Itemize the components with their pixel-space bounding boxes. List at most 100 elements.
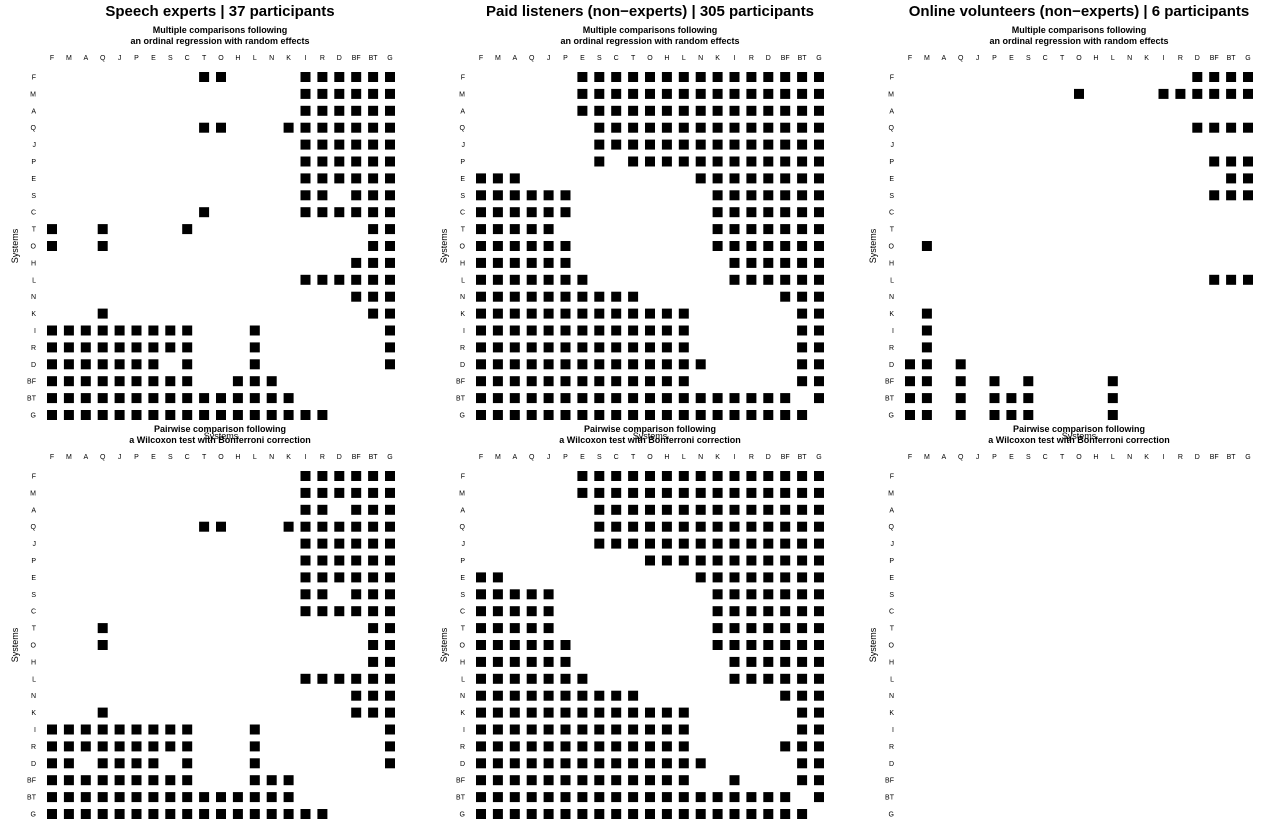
significant-cell: [645, 139, 655, 150]
significant-cell: [165, 724, 176, 735]
significant-cell: [1243, 173, 1253, 184]
y-tick-label: Q: [889, 524, 895, 531]
significant-cell: [300, 72, 311, 82]
significant-cell: [300, 122, 311, 133]
significant-cell: [577, 291, 588, 302]
significant-cell: [780, 673, 791, 684]
significant-cell: [645, 521, 655, 532]
x-tick-label: I: [734, 454, 736, 461]
significant-cell: [476, 257, 486, 268]
y-tick-label: S: [31, 193, 36, 200]
significant-cell: [1158, 88, 1169, 99]
significant-cell: [1023, 376, 1034, 387]
y-tick-label: L: [890, 676, 894, 683]
significant-cell: [814, 504, 824, 515]
significant-cell: [47, 775, 57, 786]
significant-cell: [560, 690, 571, 701]
y-tick-label: T: [461, 626, 466, 633]
significant-cell: [594, 359, 605, 370]
significant-cell: [351, 139, 362, 150]
y-tick-label: I: [34, 328, 36, 335]
significant-cell: [492, 190, 503, 201]
significant-cell: [577, 410, 588, 420]
significant-cell: [165, 376, 176, 387]
significant-cell: [526, 673, 537, 684]
y-tick-label: P: [460, 159, 465, 166]
significant-cell: [780, 487, 791, 498]
significant-cell: [661, 792, 672, 803]
y-tick-label: K: [460, 710, 465, 717]
x-tick-label: E: [151, 55, 156, 62]
significant-cell: [746, 623, 757, 634]
significant-cell: [317, 809, 328, 819]
significant-cell: [526, 640, 537, 650]
significant-cell: [300, 139, 311, 150]
significant-cell: [368, 224, 379, 235]
significant-cell: [63, 410, 74, 420]
significant-cell: [797, 623, 808, 634]
significant-cell: [921, 359, 932, 370]
significant-cell: [814, 521, 824, 532]
significant-cell: [165, 741, 176, 752]
significant-cell: [97, 376, 108, 387]
x-tick-label: BT: [798, 454, 808, 461]
significant-cell: [678, 555, 689, 566]
significant-cell: [148, 359, 159, 370]
significant-cell: [182, 410, 193, 420]
y-tick-label: P: [31, 159, 36, 166]
significant-cell: [661, 122, 672, 133]
significant-cell: [661, 809, 672, 819]
significant-cell: [560, 724, 571, 735]
significant-cell: [594, 72, 605, 82]
significant-cell: [476, 207, 486, 218]
significant-cell: [678, 538, 689, 549]
significant-cell: [780, 623, 791, 634]
significant-cell: [351, 190, 362, 201]
y-tick-label: I: [463, 727, 465, 734]
significant-cell: [492, 758, 503, 769]
significant-cell: [300, 673, 311, 684]
significant-cell: [645, 724, 655, 735]
significant-cell: [300, 105, 311, 116]
significant-cell: [543, 623, 554, 634]
significant-cell: [385, 471, 395, 481]
significant-cell: [560, 308, 571, 319]
y-tick-label: O: [460, 244, 466, 251]
significant-cell: [712, 410, 723, 420]
y-tick-label: BT: [456, 396, 466, 403]
significant-cell: [780, 809, 791, 819]
significant-cell: [594, 139, 605, 150]
significant-cell: [114, 792, 125, 803]
significant-cell: [955, 376, 966, 387]
significant-cell: [611, 122, 622, 133]
significant-cell: [780, 88, 791, 99]
significant-cell: [814, 224, 824, 235]
significant-cell: [577, 105, 588, 116]
significant-cell: [283, 521, 294, 532]
significant-cell: [47, 792, 57, 803]
significant-cell: [746, 572, 757, 583]
significant-cell: [97, 640, 108, 650]
significant-cell: [492, 707, 503, 718]
y-tick-label: K: [889, 710, 894, 717]
significant-cell: [814, 775, 824, 786]
y-tick-label: F: [32, 474, 36, 481]
significant-cell: [763, 274, 774, 285]
significant-cell: [47, 758, 57, 769]
significant-cell: [611, 308, 622, 319]
subtitle-bottom-paid-listeners: Pairwise comparison following a Wilcoxon…: [440, 424, 860, 446]
significant-cell: [678, 521, 689, 532]
significant-cell: [351, 504, 362, 515]
significant-cell: [628, 707, 639, 718]
significant-cell: [611, 487, 622, 498]
significant-cell: [746, 241, 757, 251]
significant-cell: [712, 224, 723, 235]
significant-cell: [1023, 410, 1034, 420]
x-tick-label: D: [1195, 454, 1200, 461]
x-tick-label: Q: [529, 55, 535, 62]
x-tick-label: I: [305, 454, 307, 461]
significant-cell: [712, 156, 723, 167]
significant-cell: [317, 105, 328, 116]
subtitle-line: Multiple comparisons following: [1011, 25, 1147, 35]
